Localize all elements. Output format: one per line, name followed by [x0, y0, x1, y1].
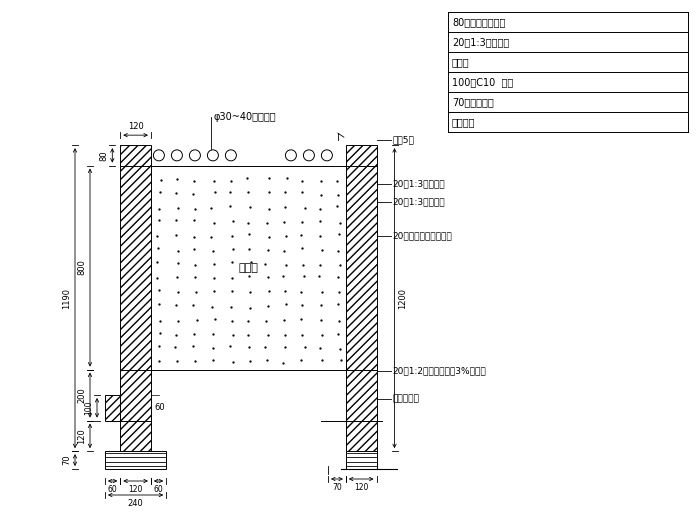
Bar	[120, 166, 151, 369]
Text: 20厚1:3水泥砂浆: 20厚1:3水泥砂浆	[393, 197, 445, 206]
Text: 1190: 1190	[62, 288, 71, 309]
Text: 60: 60	[154, 485, 163, 494]
Text: 面防5层: 面防5层	[393, 136, 414, 145]
Text: 80厚五莲花花岗岩: 80厚五莲花花岗岩	[452, 17, 505, 27]
Text: 100: 100	[84, 400, 93, 415]
Text: 80: 80	[99, 150, 108, 161]
Text: 120: 120	[77, 428, 86, 444]
Bar	[105, 395, 120, 421]
Text: 70: 70	[62, 455, 71, 465]
Bar	[346, 145, 377, 166]
Text: 240: 240	[127, 499, 144, 508]
Bar	[120, 369, 151, 421]
Text: 70厚碎石垫层: 70厚碎石垫层	[452, 97, 493, 107]
Bar	[120, 145, 151, 166]
Text: 1200: 1200	[398, 288, 407, 309]
Text: 60: 60	[154, 403, 164, 412]
Text: 60: 60	[108, 485, 118, 494]
Bar	[346, 166, 377, 369]
Bar	[346, 421, 377, 451]
Text: 20厚五莲花花岗岩断面: 20厚五莲花花岗岩断面	[393, 231, 452, 240]
Text: 20厚1:3水泥砂浆: 20厚1:3水泥砂浆	[452, 37, 510, 47]
Text: 120: 120	[354, 483, 368, 492]
Text: 120: 120	[127, 122, 144, 131]
Text: 120: 120	[128, 485, 143, 494]
Bar	[346, 369, 377, 421]
Text: 填垫土: 填垫土	[239, 263, 258, 272]
Text: 素土夯实: 素土夯实	[452, 117, 475, 127]
Bar	[105, 451, 166, 469]
Text: 800: 800	[77, 259, 86, 276]
Text: 20厚1:3水泥砂浆: 20厚1:3水泥砂浆	[393, 179, 445, 188]
Text: φ30~40卵石管铺: φ30~40卵石管铺	[213, 112, 276, 122]
Bar	[120, 421, 151, 451]
Text: 100厚C10  垫层: 100厚C10 垫层	[452, 77, 513, 87]
Bar	[346, 451, 377, 469]
Text: 厚涵青断面: 厚涵青断面	[393, 394, 419, 403]
Text: 20厚1:2水泥砂浆内掺3%防水粉: 20厚1:2水泥砂浆内掺3%防水粉	[393, 366, 486, 375]
Text: 砖砌体: 砖砌体	[452, 57, 470, 67]
Text: 200: 200	[77, 387, 86, 403]
Text: 70: 70	[332, 483, 342, 492]
